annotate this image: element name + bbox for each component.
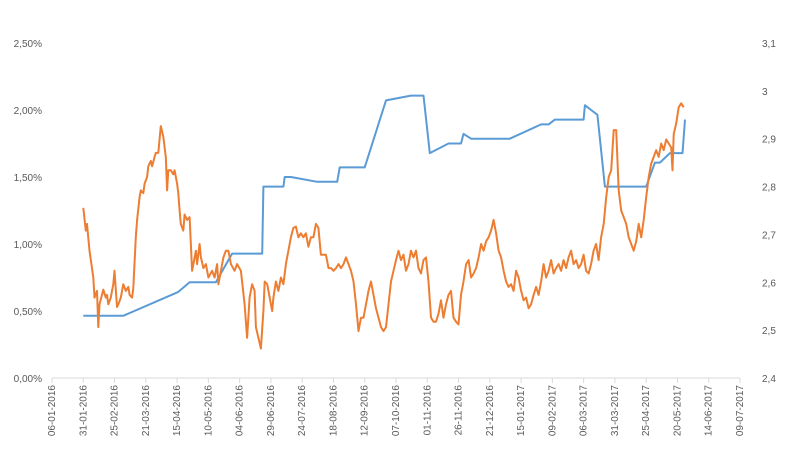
x-axis-tick-label: 26-11-2016 bbox=[454, 385, 465, 436]
right-axis-series-line bbox=[83, 94, 686, 317]
x-axis-tick-label: 21-03-2016 bbox=[141, 385, 152, 437]
x-axis-tick-label: 31-01-2016 bbox=[78, 385, 89, 437]
x-axis-tick-label: 09-07-2017 bbox=[735, 385, 746, 437]
x-axis-tick-label: 15-04-2016 bbox=[172, 385, 183, 437]
x-axis-tick-label: 12-09-2016 bbox=[360, 385, 371, 437]
series-layer bbox=[82, 94, 686, 350]
x-axis-ticks: 06-01-2016 31-01-2016 25-02-2016 21-03-2016… bbox=[47, 378, 746, 436]
x-axis-tick-label: 29-06-2016 bbox=[266, 385, 277, 437]
x-axis-tick-label: 01-11-2016 bbox=[422, 385, 433, 436]
left-axis-ticks: 0,00% 0,50% 1,00% 1,50% 2,00% 2,50% bbox=[14, 39, 42, 385]
x-axis-tick-label: 06-03-2017 bbox=[579, 385, 590, 437]
right-axis-ticks: 2,4 2,5 2,6 2,7 2,8 2,9 3 3,1 bbox=[762, 39, 776, 385]
x-axis-tick-label: 07-10-2016 bbox=[391, 385, 402, 437]
right-axis-tick-label: 2,7 bbox=[762, 230, 776, 241]
left-axis-tick-label: 0,00% bbox=[14, 374, 42, 385]
x-axis-tick-label: 24-07-2016 bbox=[297, 385, 308, 437]
x-axis-tick-label: 09-02-2017 bbox=[547, 385, 558, 437]
x-axis-tick-label: 14-06-2017 bbox=[704, 385, 715, 437]
x-axis-tick-label: 15-01-2017 bbox=[516, 385, 527, 437]
x-axis-tick-label: 31-03-2017 bbox=[610, 385, 621, 437]
x-axis-tick-label: 04-06-2016 bbox=[235, 385, 246, 437]
x-axis-tick-label: 20-05-2017 bbox=[672, 385, 683, 437]
x-axis-tick-label: 21-12-2016 bbox=[485, 385, 496, 437]
right-axis-tick-label: 2,8 bbox=[762, 183, 776, 194]
x-axis-tick-label: 25-02-2016 bbox=[110, 385, 121, 437]
left-axis-tick-label: 1,00% bbox=[14, 240, 42, 251]
right-axis-tick-label: 3 bbox=[762, 87, 768, 98]
left-axis-tick-label: 0,50% bbox=[14, 307, 42, 318]
left-axis-tick-label: 2,50% bbox=[14, 39, 42, 50]
x-axis-tick-label: 18-08-2016 bbox=[328, 385, 339, 437]
x-axis-tick-label: 25-04-2017 bbox=[641, 385, 652, 437]
right-axis-tick-label: 2,6 bbox=[762, 278, 776, 289]
left-axis-tick-label: 1,50% bbox=[14, 173, 42, 184]
left-axis-tick-label: 2,00% bbox=[14, 106, 42, 117]
x-axis-tick-label: 06-01-2016 bbox=[47, 385, 58, 437]
left-axis-series-line bbox=[82, 102, 685, 350]
right-axis-tick-label: 2,9 bbox=[762, 135, 776, 146]
right-axis-tick-label: 2,5 bbox=[762, 326, 776, 337]
right-axis-tick-label: 3,1 bbox=[762, 39, 776, 50]
right-axis-tick-label: 2,4 bbox=[762, 374, 776, 385]
x-axis-tick-label: 10-05-2016 bbox=[203, 385, 214, 437]
